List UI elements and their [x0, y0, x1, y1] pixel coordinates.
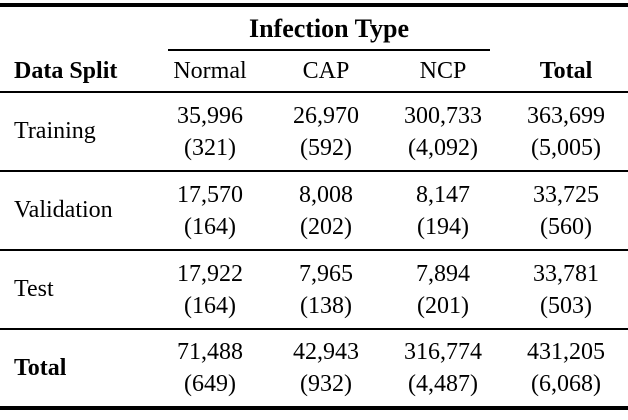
- table-row-total: Total 71,488 (649) 42,943 (932) 316,774 …: [0, 328, 628, 408]
- cell-count: (201): [417, 292, 469, 319]
- row-label-test: Test: [0, 249, 150, 329]
- cell-value: 431,205: [527, 339, 606, 365]
- cell-value: 33,781: [533, 260, 600, 287]
- cell-count: (138): [300, 292, 352, 319]
- infection-type-header: Infection Type: [168, 14, 491, 51]
- cell-count: (164): [184, 213, 236, 240]
- cell-count: (649): [184, 371, 236, 397]
- cell-training-cap: 26,970 (592): [270, 92, 382, 171]
- cell-value: 7,965: [299, 260, 353, 287]
- table-row-training: Training 35,996 (321) 26,970 (592) 300,7…: [0, 92, 628, 171]
- cell-value: 35,996: [177, 102, 243, 129]
- cell-count: (6,068): [531, 371, 601, 397]
- column-header-normal: Normal: [150, 51, 270, 93]
- cell-count: (4,092): [408, 134, 478, 161]
- cell-value: 17,922: [177, 260, 243, 287]
- cell-training-ncp: 300,733 (4,092): [382, 92, 504, 171]
- cell-validation-cap: 8,008 (202): [270, 170, 382, 250]
- cell-count: (202): [300, 213, 352, 240]
- cell-count: (321): [184, 134, 236, 161]
- cell-total-cap: 42,943 (932): [270, 328, 382, 408]
- cell-count: (932): [300, 371, 352, 397]
- cell-test-normal: 17,922 (164): [150, 249, 270, 329]
- cell-test-cap: 7,965 (138): [270, 249, 382, 329]
- cell-value: 300,733: [404, 102, 482, 129]
- cell-value: 71,488: [177, 339, 243, 365]
- cell-value: 316,774: [404, 339, 482, 365]
- group-header-spacer-right: [504, 5, 628, 51]
- cell-total-ncp: 316,774 (4,487): [382, 328, 505, 408]
- cell-count: (5,005): [531, 134, 601, 161]
- cell-value: 7,894: [416, 260, 470, 287]
- group-header-cell: Infection Type: [150, 5, 504, 51]
- cell-value: 26,970: [293, 102, 359, 129]
- cell-value: 17,570: [177, 181, 243, 208]
- cell-count: (503): [540, 292, 592, 319]
- cell-validation-ncp: 8,147 (194): [382, 170, 505, 250]
- row-label-total: Total: [0, 328, 150, 408]
- cell-validation-total: 33,725 (560): [504, 170, 628, 250]
- cell-validation-normal: 17,570 (164): [150, 170, 270, 250]
- group-header-spacer-left: [0, 5, 150, 51]
- cell-value: 33,725: [533, 181, 600, 208]
- cell-count: (592): [300, 134, 352, 161]
- data-split-table: Infection Type Data Split Normal CAP NCP…: [0, 3, 628, 410]
- cell-count: (4,487): [408, 371, 478, 397]
- table-row-test: Test 17,922 (164) 7,965 (138) 7,894 (201…: [0, 249, 628, 329]
- column-header-row: Data Split Normal CAP NCP Total: [0, 51, 628, 93]
- column-header-total: Total: [504, 51, 628, 93]
- cell-value: 363,699: [527, 102, 606, 129]
- cell-test-total: 33,781 (503): [504, 249, 628, 329]
- cell-total-total: 431,205 (6,068): [504, 328, 628, 408]
- row-label-validation: Validation: [0, 170, 150, 250]
- table-row-validation: Validation 17,570 (164) 8,008 (202) 8,14…: [0, 170, 628, 250]
- cell-count: (194): [417, 213, 469, 240]
- row-label-training: Training: [14, 118, 96, 144]
- group-header-row: Infection Type: [0, 5, 628, 51]
- cell-training-total: 363,699 (5,005): [504, 92, 628, 171]
- column-header-data-split: Data Split: [0, 51, 150, 93]
- column-header-cap: CAP: [270, 51, 382, 93]
- cell-value: 8,147: [416, 181, 470, 208]
- cell-count: (164): [184, 292, 236, 319]
- cell-test-ncp: 7,894 (201): [382, 249, 505, 329]
- column-header-ncp: NCP: [382, 51, 505, 93]
- cell-training-normal: 35,996 (321): [150, 92, 270, 171]
- cell-value: 42,943: [293, 339, 359, 365]
- cell-count: (560): [540, 213, 592, 240]
- cell-value: 8,008: [299, 181, 353, 208]
- cell-total-normal: 71,488 (649): [150, 328, 270, 408]
